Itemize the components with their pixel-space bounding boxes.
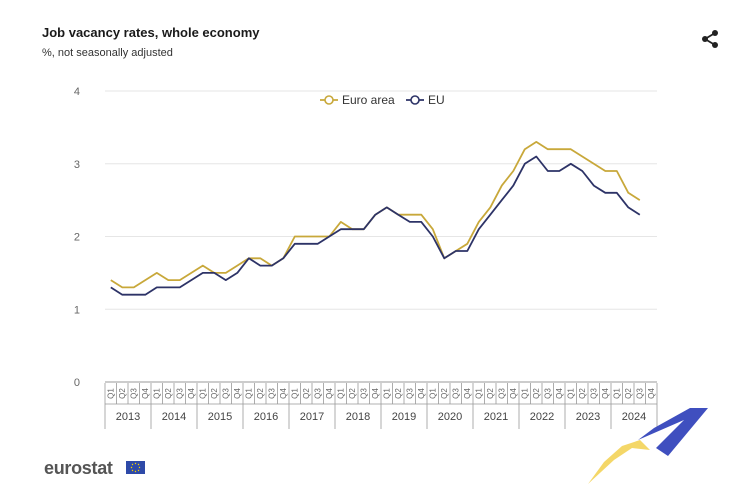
x-tick-quarter: Q1 [382, 388, 391, 399]
x-tick-quarter: Q4 [417, 388, 426, 399]
x-tick-quarter: Q2 [394, 388, 403, 399]
x-tick-quarter: Q1 [290, 388, 299, 399]
x-tick-quarter: Q4 [463, 388, 472, 399]
x-tick-quarter: Q1 [612, 388, 621, 399]
chart-subtitle: %, not seasonally adjusted [42, 47, 173, 59]
x-axis: Q1 Q2 Q3 Q4 Q1 Q2 Q3 Q4 Q1 Q2 Q3 Q4 Q1 Q2 Q3 Q4 Q1 Q2 Q3 Q4… [104, 381, 658, 429]
legend-marker [410, 95, 420, 105]
legend-marker [324, 95, 334, 105]
x-tick-quarter: Q4 [509, 388, 518, 399]
y-tick-label: 1 [74, 304, 80, 316]
x-tick-year: 2015 [208, 411, 232, 423]
y-axis-ticks: 0 1 2 3 4 [74, 86, 80, 389]
x-tick-quarter: Q3 [313, 388, 322, 399]
x-tick-year: 2018 [346, 411, 370, 423]
x-tick-quarter: Q4 [141, 388, 150, 399]
eurostat-logo: eurostat [44, 458, 113, 478]
y-tick-label: 0 [74, 377, 80, 389]
share-icon[interactable] [700, 28, 722, 50]
x-tick-quarter: Q1 [106, 388, 115, 399]
x-tick-year: 2017 [300, 411, 324, 423]
x-tick-quarter: Q2 [210, 388, 219, 399]
x-tick-quarter: Q2 [624, 388, 633, 399]
x-tick-year: 2013 [116, 411, 140, 423]
x-tick-year: 2023 [576, 411, 600, 423]
x-tick-quarter: Q4 [601, 388, 610, 399]
blue-swoosh-shape [638, 408, 708, 456]
x-tick-quarter: Q1 [336, 388, 345, 399]
x-tick-quarter: Q1 [566, 388, 575, 399]
yellow-swoosh-shape [588, 440, 650, 484]
x-tick-quarter: Q1 [244, 388, 253, 399]
x-tick-quarter: Q1 [198, 388, 207, 399]
x-tick-quarter: Q3 [175, 388, 184, 399]
x-tick-quarter: Q2 [256, 388, 265, 399]
y-tick-label: 2 [74, 232, 80, 244]
x-tick-quarter: Q1 [520, 388, 529, 399]
x-tick-year: 2016 [254, 411, 278, 423]
eu-flag-icon [126, 461, 145, 474]
x-tick-quarter: Q3 [267, 388, 276, 399]
x-tick-quarter: Q1 [152, 388, 161, 399]
x-tick-quarter: Q1 [428, 388, 437, 399]
series-lines [110, 140, 641, 296]
x-tick-quarter: Q4 [555, 388, 564, 399]
x-tick-quarter: Q4 [647, 388, 656, 399]
grid-lines [105, 90, 657, 310]
legend-item-eu[interactable]: EU [406, 93, 445, 107]
x-tick-year: 2020 [438, 411, 462, 423]
x-tick-quarter: Q3 [451, 388, 460, 399]
x-tick-quarter: Q2 [486, 388, 495, 399]
x-tick-quarter: Q3 [497, 388, 506, 399]
x-tick-quarter: Q3 [221, 388, 230, 399]
x-tick-quarter: Q3 [405, 388, 414, 399]
x-tick-year: 2021 [484, 411, 508, 423]
x-tick-quarter: Q1 [474, 388, 483, 399]
x-tick-quarter: Q4 [279, 388, 288, 399]
x-tick-quarter: Q4 [233, 388, 242, 399]
x-tick-quarter: Q2 [532, 388, 541, 399]
x-tick-quarter: Q2 [302, 388, 311, 399]
legend-item-euro-area[interactable]: Euro area [320, 93, 395, 107]
x-tick-quarter: Q2 [118, 388, 127, 399]
x-tick-year: 2014 [162, 411, 186, 423]
legend-label: EU [428, 93, 445, 107]
x-tick-quarter: Q4 [371, 388, 380, 399]
x-tick-quarter: Q2 [440, 388, 449, 399]
x-tick-quarter: Q4 [325, 388, 334, 399]
x-tick-quarter: Q4 [187, 388, 196, 399]
legend-label: Euro area [342, 93, 395, 107]
x-tick-quarter: Q3 [359, 388, 368, 399]
x-tick-quarter: Q2 [164, 388, 173, 399]
x-tick-quarter: Q2 [348, 388, 357, 399]
x-tick-quarter: Q3 [589, 388, 598, 399]
x-tick-quarter: Q3 [129, 388, 138, 399]
x-tick-quarter: Q3 [635, 388, 644, 399]
x-tick-year: 2019 [392, 411, 416, 423]
y-tick-label: 3 [74, 159, 80, 171]
series-line-eu[interactable] [110, 155, 641, 296]
x-tick-quarter: Q3 [543, 388, 552, 399]
x-tick-year: 2024 [622, 411, 646, 423]
x-tick-year: 2022 [530, 411, 554, 423]
legend[interactable]: Euro area EU [320, 93, 445, 107]
x-tick-quarter: Q2 [578, 388, 587, 399]
eurostat-swoosh [588, 408, 708, 484]
chart-title: Job vacancy rates, whole economy [42, 25, 260, 40]
y-tick-label: 4 [74, 86, 80, 98]
